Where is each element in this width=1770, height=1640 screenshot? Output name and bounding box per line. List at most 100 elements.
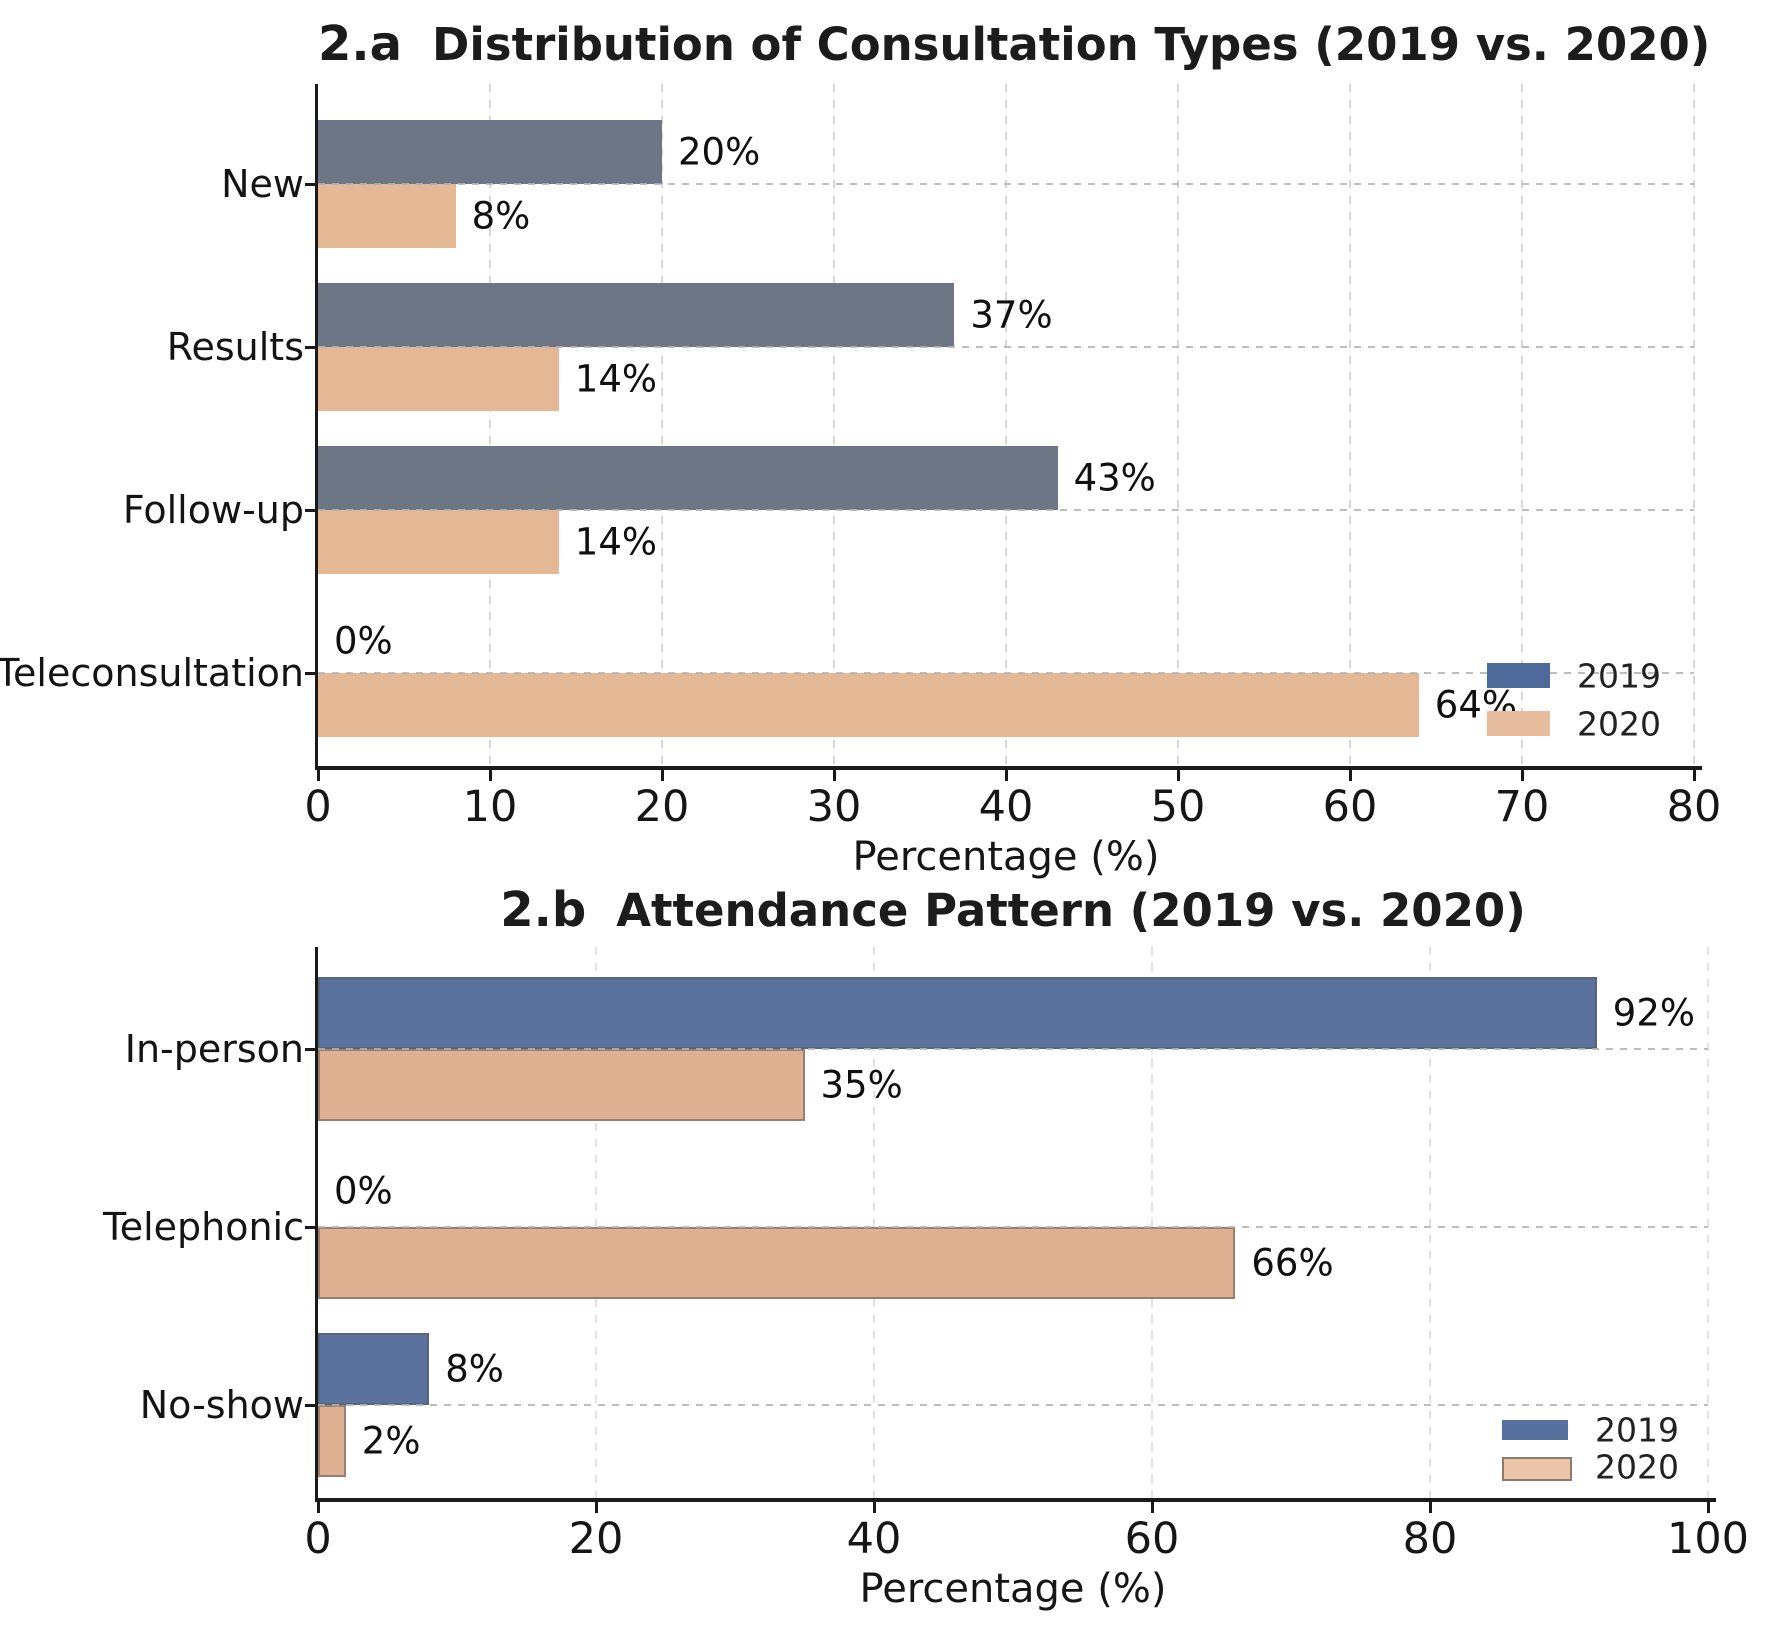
chart-b-panel-label: 2.b — [500, 882, 587, 938]
x-tick-label: 40 — [978, 782, 1034, 832]
value-label: 0% — [334, 1169, 393, 1213]
gridline-h — [318, 509, 1694, 511]
x-axis-tick — [1349, 770, 1352, 781]
legend-label-2020: 2020 — [1595, 1447, 1679, 1487]
chart-b-title: 2.b Attendance Pattern (2019 vs. 2020) — [318, 882, 1708, 938]
gridline-h — [318, 1226, 1708, 1228]
gridline-v — [1707, 947, 1709, 1498]
legend-label-2019: 2019 — [1595, 1410, 1679, 1450]
value-label: 8% — [445, 1347, 504, 1391]
bar-no-show-2019 — [318, 1333, 429, 1405]
x-axis-tick — [1177, 770, 1180, 781]
bar-results-2019 — [318, 283, 954, 347]
category-label: Results — [166, 325, 304, 369]
gridline-h — [318, 1404, 1708, 1406]
value-label: 35% — [820, 1063, 903, 1107]
legend-swatch-2019 — [1487, 663, 1550, 688]
value-label: 92% — [1612, 991, 1696, 1035]
x-tick-label: 60 — [1124, 1514, 1180, 1564]
x-tick-label: 0 — [304, 1514, 332, 1564]
x-tick-label: 20 — [634, 782, 690, 832]
x-tick-label: 20 — [568, 1514, 624, 1564]
category-label: Telephonic — [102, 1205, 304, 1249]
x-axis-tick — [1707, 1502, 1710, 1513]
y-axis-tick — [305, 1226, 315, 1229]
gridline-v — [1349, 84, 1351, 766]
y-axis-tick — [305, 183, 315, 186]
x-axis-tick — [1429, 1502, 1432, 1513]
x-tick-label: 80 — [1666, 782, 1722, 832]
x-tick-label: 30 — [806, 782, 862, 832]
gridline-v — [1177, 84, 1179, 766]
category-label: In-person — [124, 1027, 304, 1071]
x-axis-spine — [315, 766, 1702, 770]
value-label: 14% — [574, 520, 658, 564]
gridline-h — [318, 1048, 1708, 1050]
x-axis-tick — [661, 770, 664, 781]
category-label: New — [221, 162, 304, 206]
legend-swatch-2019 — [1502, 1420, 1568, 1440]
gridline-v — [1521, 84, 1523, 766]
bar-results-2020 — [318, 347, 559, 411]
category-label: Teleconsultation — [0, 651, 304, 695]
bar-telephonic-2020 — [318, 1227, 1235, 1299]
x-axis-tick — [317, 1502, 320, 1513]
gridline-v — [1693, 84, 1695, 766]
x-tick-label: 40 — [846, 1514, 902, 1564]
value-label: 66% — [1251, 1241, 1334, 1285]
y-axis-tick — [305, 1048, 315, 1051]
bar-new-2019 — [318, 120, 662, 184]
x-tick-label: 10 — [462, 782, 518, 832]
gridline-v — [833, 84, 835, 766]
x-tick-label: 100 — [1666, 1514, 1750, 1564]
gridline-v — [661, 84, 663, 766]
gridline-h — [318, 183, 1694, 185]
bar-new-2020 — [318, 184, 456, 248]
x-tick-label: 50 — [1150, 782, 1206, 832]
x-tick-label: 70 — [1494, 782, 1550, 832]
gridline-v — [873, 947, 875, 1498]
x-axis-tick — [1151, 1502, 1154, 1513]
bar-in-person-2020 — [318, 1049, 805, 1121]
value-label: 43% — [1073, 456, 1156, 500]
chart-a-panel-label: 2.a — [318, 16, 403, 72]
value-label: 0% — [334, 619, 393, 663]
legend-label-2019: 2019 — [1577, 656, 1661, 695]
x-tick-label: 60 — [1322, 782, 1378, 832]
x-axis-spine — [315, 1498, 1716, 1502]
value-label: 20% — [678, 130, 761, 174]
y-axis-tick — [305, 346, 315, 349]
bar-follow-up-2020 — [318, 510, 559, 574]
x-tick-label: 80 — [1402, 1514, 1458, 1564]
x-axis-tick — [595, 1502, 598, 1513]
legend-swatch-2020 — [1502, 1457, 1572, 1481]
x-axis-tick — [873, 1502, 876, 1513]
value-label: 14% — [574, 357, 658, 401]
gridline-h — [318, 672, 1694, 674]
y-axis-spine — [315, 947, 318, 1502]
value-label: 37% — [970, 293, 1053, 337]
chart-a-title-text: Distribution of Consultation Types (2019… — [432, 18, 1711, 71]
x-axis-tick — [1521, 770, 1524, 781]
x-axis-tick — [1693, 770, 1696, 781]
bar-teleconsultation-2020 — [318, 673, 1419, 737]
gridline-v — [595, 947, 597, 1498]
bar-no-show-2020 — [318, 1405, 346, 1477]
legend-label-2020: 2020 — [1577, 704, 1661, 743]
value-label: 8% — [471, 194, 531, 238]
category-label: Follow-up — [122, 488, 304, 532]
chart-b-xlabel: Percentage (%) — [859, 1566, 1167, 1612]
y-axis-tick — [305, 509, 315, 512]
value-label: 2% — [361, 1419, 421, 1463]
gridline-v — [489, 84, 491, 766]
y-axis-spine — [315, 84, 318, 770]
y-axis-tick — [305, 672, 315, 675]
bar-in-person-2019 — [318, 977, 1597, 1049]
gridline-v — [1429, 947, 1431, 1498]
chart-b-title-text: Attendance Pattern (2019 vs. 2020) — [616, 884, 1526, 937]
chart-a-xlabel: Percentage (%) — [852, 834, 1160, 880]
x-axis-tick — [1005, 770, 1008, 781]
category-label: No-show — [139, 1383, 304, 1427]
x-axis-tick — [489, 770, 492, 781]
